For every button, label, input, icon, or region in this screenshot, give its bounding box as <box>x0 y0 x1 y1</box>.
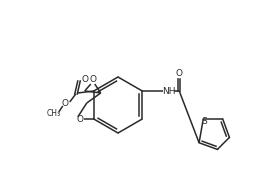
Text: O: O <box>81 76 88 84</box>
Text: O: O <box>76 114 83 124</box>
Text: CH₃: CH₃ <box>47 110 61 118</box>
Text: O: O <box>61 100 68 108</box>
Text: O: O <box>176 70 183 78</box>
Text: S: S <box>201 117 207 126</box>
Text: NH: NH <box>163 88 176 96</box>
Text: O: O <box>89 76 96 84</box>
